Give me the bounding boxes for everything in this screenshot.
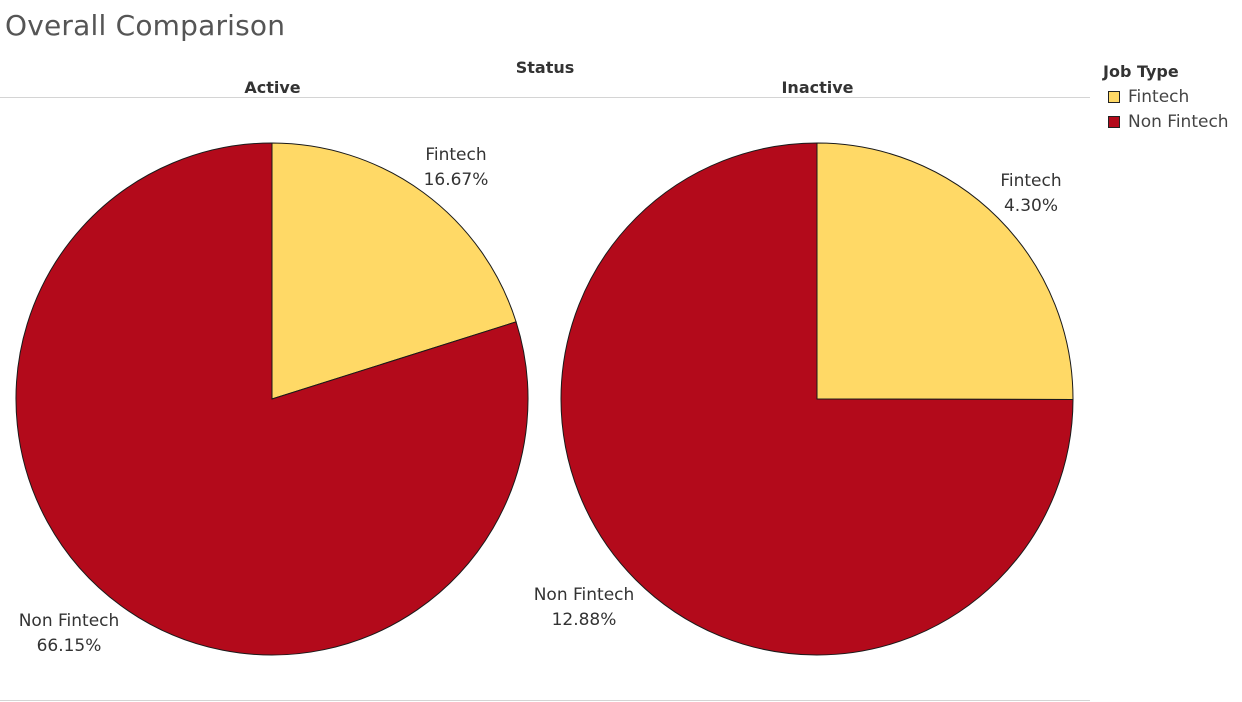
legend: Job Type Fintech Non Fintech (1103, 62, 1229, 134)
page-title: Overall Comparison (5, 9, 286, 42)
pane-header-active: Active (244, 78, 301, 97)
slice-label-inactive-fintech: Fintech (1000, 171, 1061, 191)
legend-item-fintech[interactable]: Fintech (1103, 84, 1229, 109)
slice-value-active-fintech: 16.67% (424, 170, 489, 190)
legend-label-non-fintech: Non Fintech (1128, 111, 1229, 132)
legend-title: Job Type (1103, 62, 1179, 81)
pie-slice-inactive-non-fintech[interactable] (560, 142, 1074, 656)
legend-swatch-fintech (1108, 90, 1120, 103)
slice-label-active-fintech: Fintech (425, 145, 486, 165)
footer-divider (0, 700, 1090, 701)
slice-value-active-non-fintech: 66.15% (37, 636, 102, 656)
slice-value-inactive-fintech: 4.30% (1004, 196, 1058, 216)
legend-swatch-non-fintech (1108, 115, 1120, 128)
slice-value-inactive-non-fintech: 12.88% (552, 610, 617, 630)
pie-slice-inactive-fintech[interactable] (816, 142, 1074, 400)
pie-slice-active-fintech[interactable] (271, 142, 517, 400)
legend-label-fintech: Fintech (1128, 86, 1190, 107)
pane-header-inactive: Inactive (781, 78, 854, 97)
slice-label-active-non-fintech: Non Fintech (19, 611, 120, 631)
slice-label-inactive-non-fintech: Non Fintech (534, 585, 635, 605)
header-divider (0, 97, 1090, 98)
status-column-header: Status (515, 58, 575, 77)
pie-slice-active-non-fintech[interactable] (15, 142, 529, 656)
legend-item-non-fintech[interactable]: Non Fintech (1103, 109, 1229, 134)
